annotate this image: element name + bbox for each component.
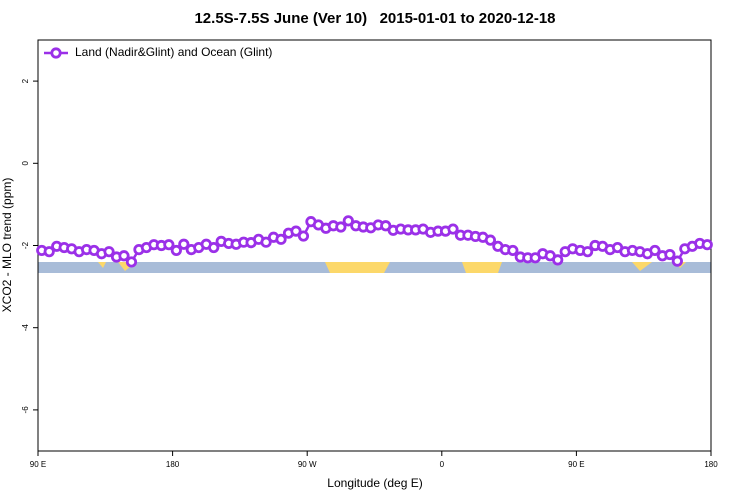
data-point: [507, 244, 519, 257]
data-point: [125, 256, 138, 268]
land-patch: [325, 262, 390, 273]
y-tick-label: 0: [21, 161, 30, 166]
data-point: [290, 225, 302, 237]
y-tick-label: 2: [21, 78, 30, 83]
data-point: [335, 221, 347, 233]
data-point: [178, 238, 190, 250]
data-point: [582, 246, 594, 258]
x-tick-label: 90 E: [568, 460, 584, 469]
x-tick-label: 90 E: [30, 460, 46, 469]
data-point: [260, 236, 272, 248]
y-tick-label: -4: [21, 324, 30, 332]
x-tick-label: 180: [166, 460, 180, 469]
data-point: [484, 234, 497, 246]
data-point: [552, 254, 564, 266]
x-axis-label: Longitude (deg E): [327, 476, 422, 490]
x-tick-label: 180: [704, 460, 718, 469]
y-tick-label: -6: [21, 406, 30, 414]
data-point: [664, 248, 676, 261]
data-point: [103, 246, 115, 258]
data-point: [163, 239, 175, 251]
legend: Land (Nadir&Glint) and Ocean (Glint): [44, 45, 272, 59]
map-strip: [38, 262, 711, 273]
data-point: [297, 230, 310, 242]
data-point: [208, 241, 220, 254]
x-tick-label: 90 W: [298, 460, 317, 469]
data-point: [649, 244, 661, 257]
data-point: [43, 246, 55, 258]
y-tick-label: -2: [21, 241, 30, 249]
legend-label: Land (Nadir&Glint) and Ocean (Glint): [75, 45, 272, 59]
legend-marker: [50, 47, 62, 59]
data-point: [275, 233, 287, 245]
data-point: [342, 215, 354, 227]
data-point: [118, 250, 130, 262]
land-patch: [462, 262, 502, 273]
chart-title: 12.5S-7.5S June (Ver 10) 2015-01-01 to 2…: [194, 10, 555, 27]
y-axis-label: XCO2 - MLO trend (ppm): [0, 178, 14, 313]
data-point: [447, 223, 459, 235]
data-point: [701, 239, 713, 251]
x-tick-label: 0: [440, 460, 445, 469]
data-point: [671, 255, 683, 267]
data-point: [170, 244, 182, 257]
